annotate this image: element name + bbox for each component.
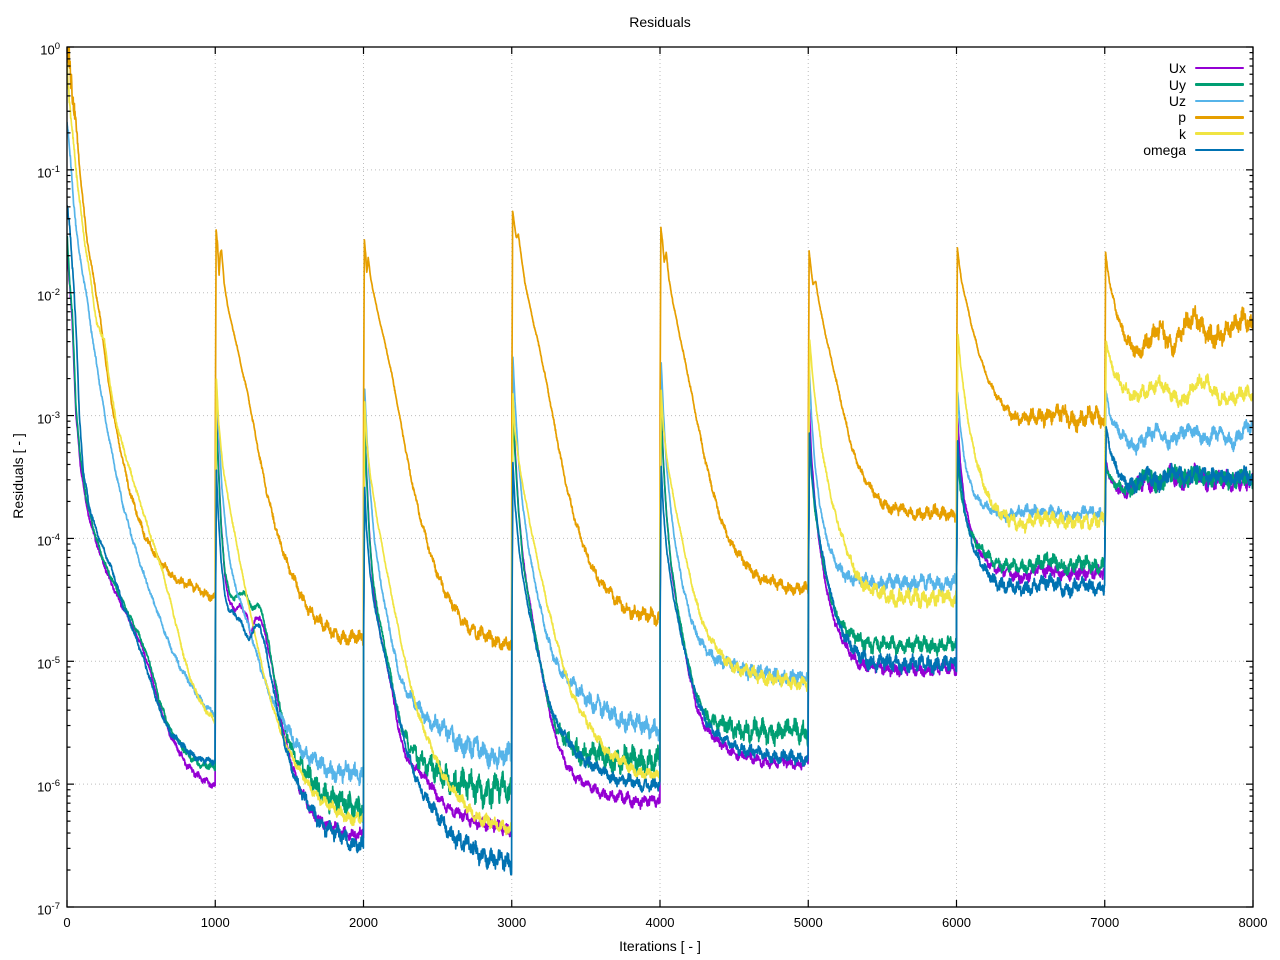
y-tick-base: 10 [37, 410, 52, 426]
y-tick-base: 10 [40, 42, 55, 58]
series-line-omega [67, 205, 1253, 876]
legend-label: Uz [1168, 92, 1186, 109]
x-tick-label: 5000 [793, 915, 823, 930]
x-tick-label: 8000 [1238, 915, 1268, 930]
legend: Ux Uy Uz p k omega [1143, 60, 1244, 158]
x-tick-label: 1000 [200, 915, 230, 930]
legend-entry-k: k [1143, 126, 1244, 142]
y-tick-label: 10-2 [0, 284, 60, 305]
legend-line-sample [1195, 99, 1244, 103]
legend-line-sample [1195, 132, 1244, 136]
legend-line-sample [1195, 116, 1244, 119]
y-tick-base: 10 [37, 533, 52, 549]
legend-entry-Uz: Uz [1143, 93, 1244, 109]
x-tick-label: 3000 [497, 915, 527, 930]
y-tick-label: 10-4 [0, 529, 60, 550]
x-tick-label: 7000 [1090, 915, 1120, 930]
y-tick-label: 10-1 [0, 161, 60, 182]
y-tick-base: 10 [37, 656, 52, 672]
y-tick-label: 10-6 [0, 775, 60, 796]
legend-entry-omega: omega [1143, 142, 1244, 158]
y-tick-label: 100 [0, 38, 60, 59]
legend-line-sample [1195, 148, 1244, 152]
legend-line-sample [1195, 66, 1244, 70]
y-tick-label: 10-7 [0, 898, 60, 919]
y-tick-exponent: -2 [51, 286, 60, 298]
legend-label: k [1179, 125, 1186, 142]
legend-label: Ux [1168, 60, 1186, 77]
legend-entry-Ux: Ux [1143, 60, 1244, 76]
y-tick-exponent: -6 [51, 778, 60, 790]
chart-title: Residuals [629, 14, 691, 30]
y-tick-exponent: -1 [51, 163, 60, 175]
plot-border [66, 46, 1254, 908]
x-tick-label: 4000 [645, 915, 675, 930]
legend-label: omega [1143, 142, 1186, 159]
y-tick-base: 10 [37, 779, 52, 795]
x-tick-label: 0 [63, 915, 71, 930]
y-tick-base: 10 [37, 165, 52, 181]
y-tick-base: 10 [37, 288, 52, 304]
x-tick-label: 6000 [942, 915, 971, 930]
legend-entry-p: p [1143, 109, 1244, 125]
y-tick-exponent: -3 [51, 409, 60, 421]
series-lines [67, 47, 1253, 876]
legend-label: Uy [1168, 76, 1186, 93]
legend-line-sample [1195, 83, 1244, 86]
legend-entry-Uy: Uy [1143, 76, 1244, 93]
y-tick-exponent: 0 [54, 41, 60, 52]
y-tick-label: 10-3 [0, 407, 60, 428]
legend-label: p [1178, 109, 1186, 126]
x-axis-title: Iterations [ - ] [619, 938, 701, 954]
y-tick-exponent: -5 [51, 655, 60, 667]
y-tick-label: 10-5 [0, 652, 60, 673]
x-tick-label: 2000 [349, 915, 378, 930]
y-tick-exponent: -4 [51, 532, 60, 544]
y-tick-base: 10 [37, 902, 52, 918]
y-tick-exponent: -7 [51, 901, 60, 912]
